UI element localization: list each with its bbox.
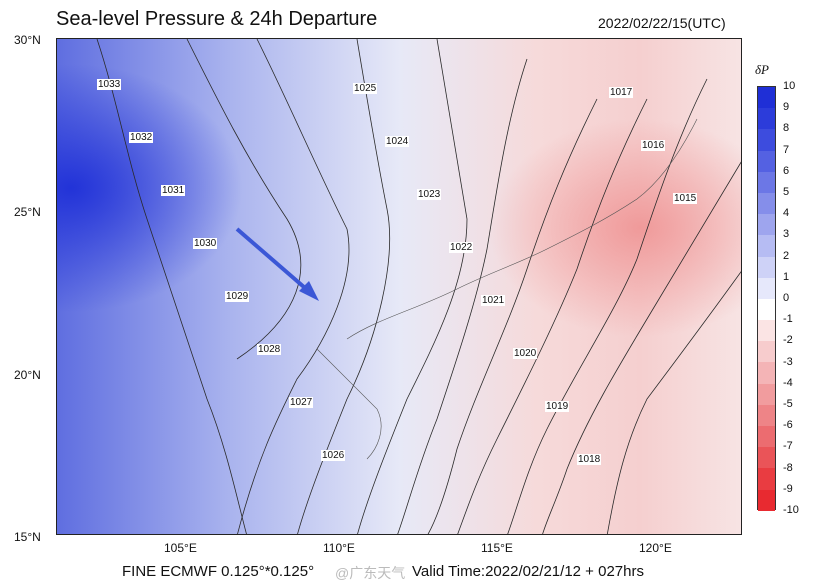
contour-label: 1023	[417, 189, 442, 200]
coastline	[316, 118, 698, 460]
colorbar-tick-label: -2	[783, 334, 793, 347]
colorbar-swatch	[758, 489, 775, 511]
contour-label: 1032	[129, 132, 154, 143]
colorbar-swatch	[758, 87, 775, 109]
coastline-path	[346, 118, 698, 340]
colorbar-swatch	[758, 256, 775, 278]
contour-label: 1017	[609, 87, 634, 98]
colorbar-title: δP	[755, 62, 769, 77]
isobar-line	[237, 39, 350, 534]
contour-label: 1018	[577, 454, 602, 465]
isobar-line	[427, 98, 598, 534]
colorbar-tick-label: 5	[783, 186, 790, 198]
isobars	[96, 39, 741, 534]
colorbar-swatch	[758, 108, 775, 130]
colorbar-tick-label: -4	[783, 376, 793, 389]
colorbar-swatch	[758, 447, 775, 469]
lon-label-110: 110°E	[323, 541, 355, 555]
contour-label: 1025	[353, 83, 378, 94]
watermark: @广东天气	[335, 565, 406, 581]
colorbar-tick-label: -10	[783, 504, 799, 516]
colorbar-tick-label: 4	[783, 207, 790, 220]
lon-label-115: 115°E	[481, 541, 513, 555]
colorbar-swatch	[758, 320, 775, 342]
colorbar-tick-label: -6	[783, 419, 793, 432]
colorbar-tick-label: -7	[783, 440, 793, 453]
lat-label-30: 30°N	[14, 33, 41, 47]
isobar-line	[507, 78, 708, 534]
lat-label-25: 25°N	[14, 205, 41, 219]
isobar-line	[457, 98, 648, 534]
colorbar-tick-label: -8	[783, 461, 793, 474]
contour-label: 1022	[449, 242, 474, 253]
colorbar-swatch	[758, 192, 775, 215]
lat-label-15: 15°N	[14, 530, 41, 544]
contour-label: 1031	[161, 185, 186, 196]
valid-time-label: 2022/02/22/15(UTC)	[598, 15, 726, 31]
contour-label: 1026	[321, 450, 346, 461]
lon-label-120: 120°E	[639, 541, 672, 555]
colorbar-tick-label: -9	[783, 482, 793, 495]
colorbar-tick-label: -1	[783, 313, 793, 326]
pressure-map-svg	[57, 39, 741, 534]
lon-label-105: 105°E	[164, 541, 197, 555]
colorbar-tick-label: -3	[783, 355, 793, 368]
pressure-map: 1033 1032 1031 1030 1029 1028 1027 1026 1025 1024…	[56, 38, 742, 535]
colorbar-tick-label: 0	[783, 292, 790, 304]
contour-label: 1029	[225, 291, 250, 302]
cold-air-arrow	[235, 227, 314, 296]
colorbar-swatch	[758, 426, 775, 448]
colorbar-swatch	[758, 150, 775, 172]
colorbar-swatch	[758, 468, 775, 490]
model-label: FINE ECMWF 0.125°*0.125°	[122, 563, 315, 580]
contour-label: 1019	[545, 401, 570, 412]
colorbar-swatch	[758, 129, 775, 151]
colorbar-swatch	[758, 298, 775, 321]
negative-anomaly-core	[57, 39, 741, 534]
isobar-line	[297, 39, 390, 534]
colorbar-tick-label: 6	[783, 164, 790, 177]
isobar-line	[542, 161, 741, 534]
map-title: Sea-level Pressure & 24h Departure	[56, 8, 378, 30]
contour-label: 1020	[513, 348, 538, 359]
cold-air-arrowhead	[299, 281, 319, 301]
contour-label: 1033	[97, 79, 122, 90]
colorbar-tick-label: 1	[783, 270, 790, 283]
coastline-path	[316, 348, 382, 460]
colorbar-swatch	[758, 214, 775, 236]
colorbar-tick-label: 8	[783, 122, 790, 135]
colorbar-tick-label: -5	[783, 398, 793, 410]
isobar-line	[357, 39, 468, 534]
contour-label: 1016	[641, 140, 666, 151]
colorbar-tick-label: 2	[783, 249, 790, 262]
colorbar-swatch	[758, 341, 775, 363]
colorbar	[757, 86, 776, 511]
colorbar-swatch	[758, 235, 775, 257]
lat-label-20: 20°N	[14, 368, 41, 382]
contour-label: 1015	[673, 193, 698, 204]
colorbar-swatch	[758, 404, 775, 426]
isobar-line	[397, 58, 528, 534]
contour-label: 1021	[481, 295, 506, 306]
isobar-line	[606, 271, 741, 534]
valid-time-footer: Valid Time:2022/02/21/12 + 027hrs	[412, 563, 644, 580]
colorbar-swatch	[758, 277, 775, 299]
colorbar-tick-label: 7	[783, 143, 790, 156]
isobar-line	[96, 39, 247, 534]
contour-label: 1028	[257, 344, 282, 355]
colorbar-tick-label: 9	[783, 101, 790, 114]
colorbar-swatch	[758, 171, 775, 193]
colorbar-tick-label: 10	[783, 80, 796, 92]
contour-label: 1027	[289, 397, 314, 408]
contour-label: 1030	[193, 238, 218, 249]
contour-label: 1024	[385, 136, 410, 147]
colorbar-tick-label: 3	[783, 228, 790, 241]
colorbar-swatch	[758, 362, 775, 384]
colorbar-swatch	[758, 383, 775, 405]
isobar-line	[186, 39, 302, 360]
